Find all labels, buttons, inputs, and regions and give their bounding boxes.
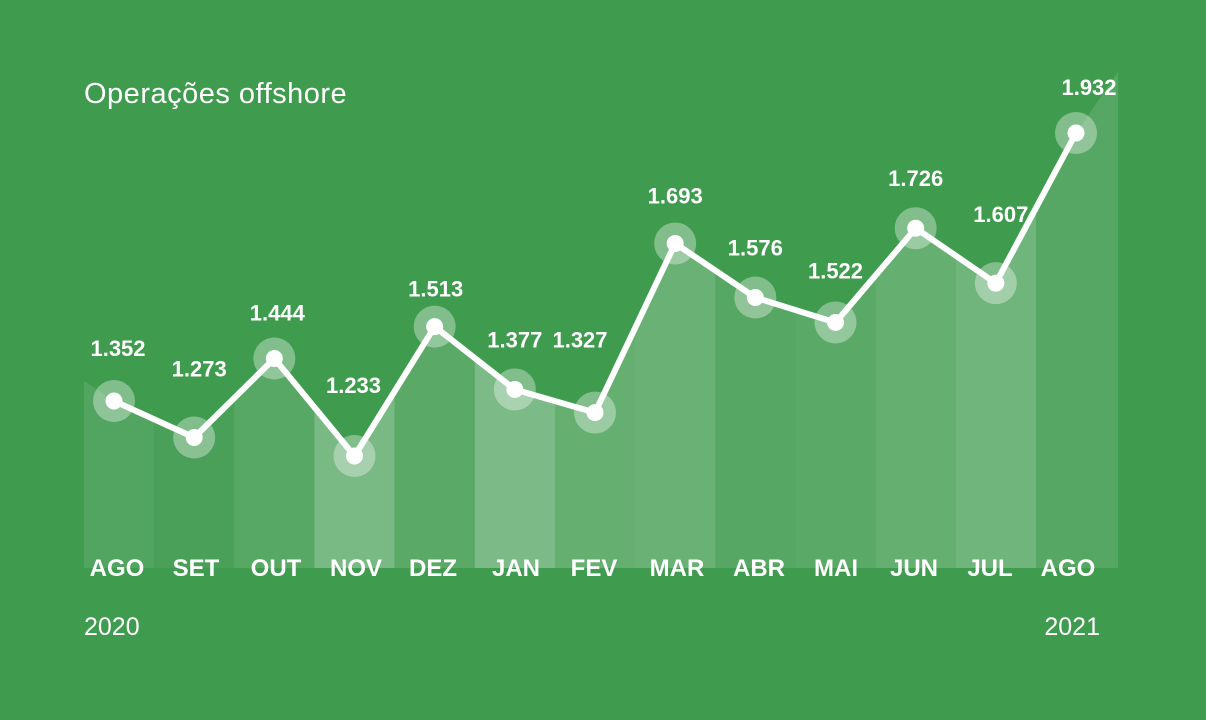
year-start-label: 2020 bbox=[84, 613, 140, 641]
area-band bbox=[955, 208, 1036, 568]
data-point bbox=[907, 219, 925, 237]
area-band bbox=[84, 381, 155, 568]
data-point bbox=[506, 380, 524, 398]
value-labels: 1.352 1.273 1.444 1.233 1.513 1.377 1.327 1.693… bbox=[90, 75, 1116, 398]
area-band bbox=[875, 228, 956, 568]
data-point bbox=[426, 318, 444, 336]
area-band bbox=[635, 243, 716, 568]
area-band bbox=[394, 326, 475, 568]
value-label: 1.352 bbox=[90, 336, 145, 361]
data-point bbox=[346, 447, 363, 465]
category-label: JAN bbox=[492, 555, 540, 582]
value-label: 1.576 bbox=[728, 236, 783, 261]
category-label: MAI bbox=[814, 555, 858, 582]
value-label: 1.513 bbox=[408, 277, 463, 302]
category-label: ABR bbox=[733, 555, 785, 582]
value-label: 1.444 bbox=[250, 300, 306, 325]
value-label: 1.233 bbox=[326, 373, 381, 398]
category-label: JUN bbox=[890, 555, 938, 582]
data-point bbox=[105, 392, 123, 410]
value-label: 1.377 bbox=[487, 327, 542, 352]
category-label: OUT bbox=[251, 555, 302, 582]
value-label: 1.273 bbox=[172, 357, 227, 382]
data-points bbox=[93, 112, 1097, 477]
area-band bbox=[795, 275, 876, 568]
area-bands bbox=[84, 72, 1118, 568]
data-point bbox=[746, 289, 764, 307]
year-end-label: 2021 bbox=[1044, 613, 1100, 641]
area-band bbox=[234, 358, 315, 568]
category-label: AGO bbox=[1041, 555, 1096, 582]
area-band bbox=[474, 358, 555, 568]
data-point bbox=[987, 274, 1005, 292]
value-label: 1.607 bbox=[973, 202, 1028, 227]
category-labels: AGO SET OUT NOV DEZ JAN FEV MAR ABR MAI JUN JUL AGO bbox=[90, 555, 1096, 582]
area-band bbox=[1035, 72, 1118, 568]
category-label: NOV bbox=[330, 555, 382, 582]
category-label: AGO bbox=[90, 555, 145, 582]
data-point bbox=[185, 429, 203, 447]
category-label: JUL bbox=[967, 555, 1012, 582]
data-point bbox=[1067, 124, 1085, 142]
chart-title: Operações offshore bbox=[84, 78, 347, 110]
area-band bbox=[715, 270, 796, 568]
data-point bbox=[666, 234, 684, 252]
category-label: FEV bbox=[571, 555, 618, 582]
value-label: 1.522 bbox=[808, 258, 863, 283]
data-point bbox=[265, 349, 283, 367]
value-label: 1.726 bbox=[888, 166, 943, 191]
data-point bbox=[586, 404, 604, 422]
area-band bbox=[554, 328, 636, 568]
category-label: SET bbox=[173, 555, 220, 582]
value-label: 1.693 bbox=[648, 183, 703, 208]
value-label: 1.327 bbox=[552, 328, 607, 353]
value-label: 1.932 bbox=[1061, 75, 1116, 100]
area-band bbox=[154, 398, 235, 568]
category-label: MAR bbox=[650, 555, 705, 582]
category-label: DEZ bbox=[409, 555, 457, 582]
data-point bbox=[827, 313, 844, 331]
